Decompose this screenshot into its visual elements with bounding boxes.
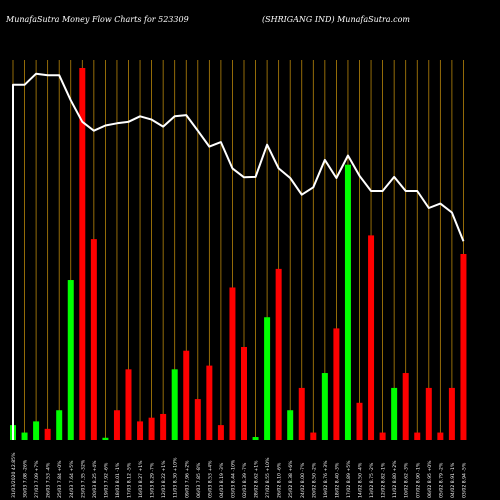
money-flow-bar (125, 369, 132, 440)
x-tick-label: 24/03 7.64 +5% (69, 460, 75, 498)
money-flow-bar (264, 317, 271, 440)
x-tick-label: 20/02 8.50 -2% (311, 462, 317, 498)
x-tick-label: 19/03 7.92 -6% (103, 462, 109, 498)
x-tick-label: 18/02 8.40 -3% (334, 462, 340, 498)
money-flow-bar (160, 413, 167, 440)
money-flow-bar (21, 432, 28, 440)
money-flow-bar (356, 402, 363, 440)
money-flow-bar (298, 387, 305, 440)
x-tick-label: 10/02 8.62 -3% (404, 462, 410, 498)
money-flow-bar (102, 437, 109, 440)
x-tick-label: 13/02 8.75 -2% (369, 462, 375, 498)
money-flow-bar (217, 425, 224, 440)
money-flow-bar (460, 254, 467, 440)
x-tick-label: 30/03 7.08 -26% (23, 459, 29, 498)
x-tick-label: 31/03/2020 42.85% (11, 452, 17, 498)
x-tick-label: 12/03 8.22 +1% (161, 460, 167, 498)
money-flow-bar (194, 399, 201, 440)
x-tick-label: 27/02 8.55 +10% (265, 457, 271, 498)
money-flow-bar (344, 164, 351, 440)
money-flow-bar (414, 432, 421, 440)
money-flow-bar (241, 347, 247, 440)
money-flow-bar (368, 235, 375, 440)
x-tick-label: 16/03 8.27 +1% (138, 460, 144, 498)
money-flow-bar (275, 268, 282, 440)
money-flow-bar (33, 421, 40, 440)
price-line (12, 72, 465, 440)
x-tick-label: 26/02 8.10 -6% (277, 462, 283, 498)
money-flow-bar (113, 410, 120, 440)
money-flow-bar (79, 68, 86, 440)
x-tick-label: 02/03 8.39 -7% (242, 462, 248, 498)
money-flow-bar (44, 428, 51, 440)
chart-title: MunafaSutra Money Flow Charts for 523309 (6, 15, 189, 24)
chart-subtitle: (SHRIGANG IND) MunafaSutra.com (262, 15, 410, 24)
x-tick-label: 17/03 8.12 -5% (127, 462, 133, 498)
x-tick-label: 09/03 7.96 +2% (184, 460, 190, 498)
money-flow-bar (171, 369, 178, 440)
x-tick-label: 12/02 8.82 -1% (381, 462, 387, 498)
x-tick-label: 27/03 7.09 +7% (34, 460, 40, 498)
x-tick-label: 06/03 7.85 -8% (196, 462, 202, 498)
x-tick-label: 17/02 8.89 +5% (346, 460, 352, 498)
x-tick-label: 11/02 8.80 +2% (392, 460, 398, 498)
x-tick-label: 20/03 8.25 +4% (92, 460, 98, 498)
x-tick-label: 19/02 8.76 +3% (323, 460, 329, 498)
money-flow-bar (391, 387, 398, 440)
money-flow-bar (402, 373, 409, 440)
x-tick-label: 26/03 7.53 -4% (46, 462, 52, 498)
x-tick-label: 05/02 8.79 -2% (438, 462, 444, 498)
money-flow-bar (252, 437, 259, 440)
money-flow-bar (437, 432, 444, 440)
x-tick-label: 23/03 7.35 -32% (80, 459, 86, 498)
x-tick-label: 03/02 8.94 -5% (461, 462, 467, 498)
x-tick-label: 14/02 8.50 -4% (358, 462, 364, 498)
money-flow-bar (183, 350, 190, 440)
price-line-layer (12, 72, 465, 440)
money-flow-bar (333, 328, 340, 440)
money-flow-bar (310, 432, 317, 440)
money-flow-bar (56, 410, 63, 440)
x-tick-label: 13/03 8.29 -7% (150, 462, 156, 498)
money-flow-bar (206, 365, 213, 440)
money-flow-bar (448, 387, 455, 440)
money-flow-bar (90, 239, 97, 440)
x-tick-label: 28/02 8.62 +1% (254, 460, 260, 498)
x-tick-label: 07/02 8.90 -1% (415, 462, 421, 498)
money-flow-bar (379, 432, 386, 440)
x-tick-label: 25/03 7.84 +0% (57, 460, 63, 498)
x-tick-label: 04/02 8.91 -1% (450, 462, 456, 498)
money-flow-bar (67, 280, 74, 440)
x-tick-label: 05/03 8.53 +4% (207, 460, 213, 498)
x-tick-label: 06/02 8.95 +0% (427, 460, 433, 498)
x-tick-label: 04/03 8.19 -3% (219, 462, 225, 498)
money-flow-bar (229, 287, 236, 440)
x-tick-label: 03/03 8.44 -10% (230, 459, 236, 498)
x-tick-label: 11/03 8.30 +10% (173, 457, 179, 498)
x-tick-label: 18/03 8.01 -1% (115, 462, 121, 498)
money-flow-bar (148, 417, 155, 440)
money-flow-bar (287, 410, 294, 440)
money-flow-bars (10, 68, 467, 440)
money-flow-bar (137, 421, 144, 440)
x-tick-label: 25/02 8.38 +6% (288, 460, 294, 498)
money-flow-bar (425, 387, 432, 440)
money-flow-bar (321, 373, 328, 440)
x-axis-labels: 31/03/2020 42.85% 30/03 7.08 -26% 27/03 7.… (11, 452, 467, 498)
x-tick-label: 24/02 8.00 -7% (300, 462, 306, 498)
